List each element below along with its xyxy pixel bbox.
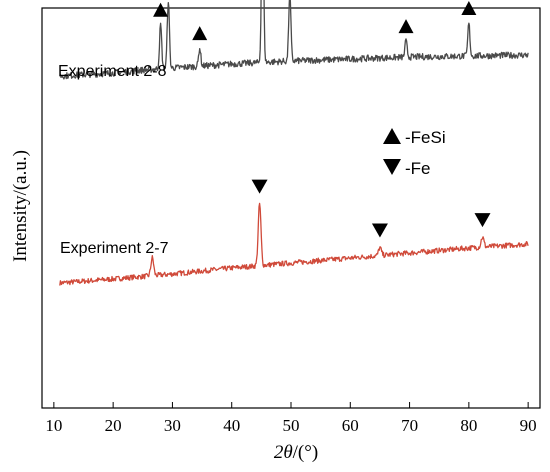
x-tick-label-40: 40 (223, 416, 240, 435)
legend-label-fe: -Fe (405, 159, 431, 178)
legend: -FeSi -Fe (383, 128, 446, 178)
x-axis-title: 2θ/(°) (274, 442, 318, 463)
series-layer (59, 0, 529, 286)
legend-label-fesi: -FeSi (405, 128, 446, 147)
x-tick-label-10: 10 (45, 416, 62, 435)
series-label-experiment-2-8: Experiment 2-8 (58, 63, 167, 80)
x-axis-ticks (53, 402, 529, 408)
fesi-peak-marker-icon-80 (461, 1, 477, 15)
fesi-peak-marker-icon-34-6 (192, 26, 208, 41)
x-axis-tick-labels: 10 20 30 40 50 60 70 80 90 (45, 416, 536, 435)
x-axis-title-italic: 2θ (274, 442, 293, 463)
x-tick-label-30: 30 (164, 416, 181, 435)
x-tick-label-90: 90 (520, 416, 537, 435)
legend-triangle-down-icon (383, 159, 401, 175)
y-axis-title: Intensity/(a.u.) (10, 150, 31, 262)
legend-triangle-up-icon (383, 128, 401, 144)
fesi-peak-marker-icon-28 (153, 2, 169, 17)
x-tick-label-70: 70 (401, 416, 418, 435)
fe-peak-marker-icon-65 (371, 223, 388, 238)
fesi-peak-marker-icon-69-4 (398, 19, 414, 34)
x-tick-label-50: 50 (283, 416, 300, 435)
x-tick-label-80: 80 (460, 416, 477, 435)
fe-peak-marker-icon-82-3 (474, 213, 491, 228)
x-tick-label-20: 20 (105, 416, 122, 435)
peak-markers (153, 1, 491, 238)
series-line-experiment-2-7 (59, 0, 529, 80)
series-label-experiment-2-7: Experiment 2-7 (60, 240, 169, 257)
x-axis-title-unit: /(°) (293, 442, 319, 463)
x-tick-label-60: 60 (342, 416, 359, 435)
series-line-experiment-2-8 (59, 202, 529, 286)
fe-peak-marker-icon-44-7 (251, 179, 268, 194)
